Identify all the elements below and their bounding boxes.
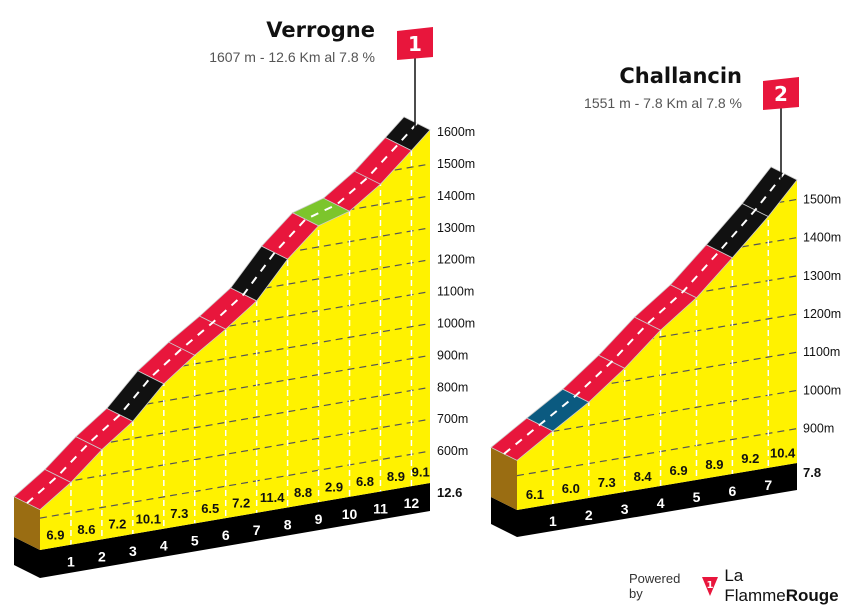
km-label: 6 <box>728 483 736 499</box>
profile-fill <box>40 129 430 550</box>
y-tick-label: 1400m <box>437 189 475 203</box>
y-tick-label: 1500m <box>803 192 841 206</box>
y-tick-label: 1500m <box>437 157 475 171</box>
road-segment <box>384 116 431 151</box>
base-band <box>40 483 430 578</box>
profile-side <box>491 447 517 510</box>
gradient-label: 10.4 <box>770 445 796 460</box>
y-tick-label: 1100m <box>803 345 840 359</box>
climb-title: Challancin <box>619 64 742 88</box>
profile-side <box>14 496 40 550</box>
gradient-label: 9.1 <box>412 465 430 480</box>
brand-part-a: La Flamme <box>724 566 786 605</box>
km-label: 1 <box>549 513 557 529</box>
km-label: 6 <box>222 527 230 543</box>
y-tick-label: 800m <box>437 380 468 394</box>
gradient-label: 7.3 <box>170 506 188 521</box>
km-label: 12 <box>404 495 420 511</box>
y-tick-label: 1600m <box>437 125 475 139</box>
km-label: 3 <box>129 543 137 559</box>
km-label: 11 <box>373 501 388 517</box>
flag-number: 2 <box>774 82 788 106</box>
flag-number: 1 <box>408 32 422 56</box>
km-label: 9 <box>315 511 323 527</box>
gradient-label: 7.3 <box>598 475 616 490</box>
gradient-label: 8.9 <box>705 457 723 472</box>
gridline-elevation <box>40 418 430 487</box>
gradient-label: 6.9 <box>669 463 687 478</box>
total-distance-label: 12.6 <box>437 485 462 500</box>
gradient-label: 9.2 <box>741 451 759 466</box>
gradient-label: 11.4 <box>260 490 285 505</box>
brand-part-b: Rouge <box>785 586 839 605</box>
gradient-label: 8.8 <box>294 485 312 500</box>
y-tick-label: 1000m <box>437 317 475 331</box>
climb-subtitle: 1551 m - 7.8 Km al 7.8 % <box>584 95 742 111</box>
gradient-label: 8.9 <box>387 469 405 484</box>
gradient-label: 6.9 <box>46 527 64 542</box>
profile-fill <box>517 179 797 511</box>
y-tick-label: 1200m <box>437 253 475 267</box>
km-label: 5 <box>191 532 199 548</box>
climb-profiles: 600m 700m 800m 900m 1000m 1100m 1200m 1300m 1400… <box>13 18 841 578</box>
powered-by-text: Powered by <box>629 571 681 601</box>
km-label: 5 <box>693 489 701 505</box>
y-tick-label: 900m <box>803 422 834 436</box>
y-tick-label: 1400m <box>803 231 841 245</box>
km-label: 7 <box>253 522 261 538</box>
summit-flag <box>397 27 433 60</box>
climb-title: Verrogne <box>266 18 375 42</box>
km-label: 4 <box>160 538 168 554</box>
base-band <box>517 463 797 537</box>
total-distance-label: 7.8 <box>803 465 821 480</box>
km-label: 3 <box>621 501 629 517</box>
road-segment <box>741 166 798 218</box>
gradient-label: 6.1 <box>526 487 544 502</box>
y-tick-label: 1300m <box>803 269 841 283</box>
km-label: 7 <box>764 477 772 493</box>
gradient-label: 6.8 <box>356 474 374 489</box>
y-tick-label: 1300m <box>437 221 475 235</box>
brand-name: La FlammeRouge <box>724 566 854 606</box>
y-tick-label: 600m <box>437 444 468 458</box>
km-label: 1 <box>67 554 75 570</box>
climb-profile-1: 600m 700m 800m 900m 1000m 1100m 1200m 1300m 1400… <box>13 18 475 578</box>
climb-subtitle: 1607 m - 12.6 Km al 7.8 % <box>209 49 375 65</box>
km-label: 2 <box>98 548 106 564</box>
km-label: 2 <box>585 507 593 523</box>
y-tick-label: 700m <box>437 412 468 426</box>
gridline-elevation <box>40 450 430 519</box>
km-label: 10 <box>342 506 358 522</box>
summit-flag <box>763 77 799 110</box>
gradient-label: 2.9 <box>325 479 343 494</box>
gradient-label: 7.2 <box>108 517 126 532</box>
base-side <box>14 537 40 578</box>
y-tick-label: 1100m <box>437 285 474 299</box>
y-tick-label: 1000m <box>803 383 841 397</box>
gradient-label: 8.4 <box>634 469 653 484</box>
road-centerline <box>503 172 785 455</box>
base-side <box>491 497 517 537</box>
gradient-label: 8.6 <box>77 522 95 537</box>
road-centerline <box>26 122 418 504</box>
y-tick-label: 1200m <box>803 307 841 321</box>
km-label: 4 <box>657 495 665 511</box>
y-tick-label: 900m <box>437 348 468 362</box>
gradient-label: 10.1 <box>136 511 161 526</box>
la-flamme-rouge-logo-icon: 1 <box>701 577 718 596</box>
svg-text:1: 1 <box>706 580 713 591</box>
gradient-label: 6.0 <box>562 481 580 496</box>
footer: Powered by 1 La FlammeRouge <box>629 566 854 606</box>
gradient-label: 6.5 <box>201 501 219 516</box>
gradient-label: 7.2 <box>232 495 250 510</box>
km-label: 8 <box>284 516 292 532</box>
